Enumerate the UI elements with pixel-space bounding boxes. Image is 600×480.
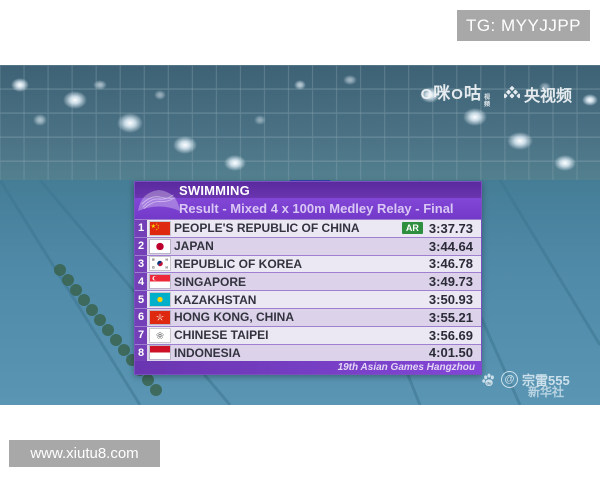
svg-text:du: du xyxy=(487,380,492,385)
